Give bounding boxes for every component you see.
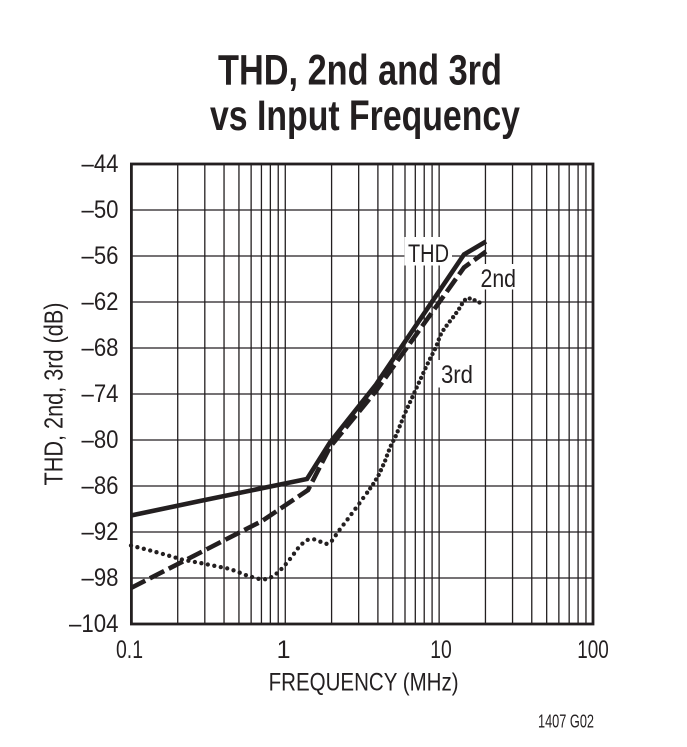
svg-text:–68: –68 [82,334,119,362]
svg-text:THD, 2nd, 3rd (dB): THD, 2nd, 3rd (dB) [39,303,69,486]
svg-text:–98: –98 [82,564,119,592]
svg-text:vs Input Frequency: vs Input Frequency [210,93,520,140]
svg-text:–74: –74 [82,380,119,408]
svg-text:3rd: 3rd [441,361,473,389]
svg-text:THD: THD [408,240,449,268]
svg-text:–92: –92 [82,518,119,546]
svg-text:–86: –86 [82,472,119,500]
svg-text:–44: –44 [82,150,119,178]
svg-text:1: 1 [277,636,291,664]
svg-text:–50: –50 [82,196,119,224]
svg-text:1407 G02: 1407 G02 [538,712,594,732]
svg-text:100: 100 [577,636,609,664]
svg-text:2nd: 2nd [481,265,517,293]
svg-text:–80: –80 [82,426,119,454]
svg-text:–104: –104 [69,610,119,638]
svg-text:0.1: 0.1 [116,636,143,664]
svg-text:THD, 2nd and 3rd: THD, 2nd and 3rd [218,48,502,95]
svg-text:FREQUENCY (MHz): FREQUENCY (MHz) [269,669,459,697]
svg-text:–56: –56 [82,242,119,270]
svg-text:–62: –62 [82,288,119,316]
svg-text:10: 10 [430,636,452,664]
